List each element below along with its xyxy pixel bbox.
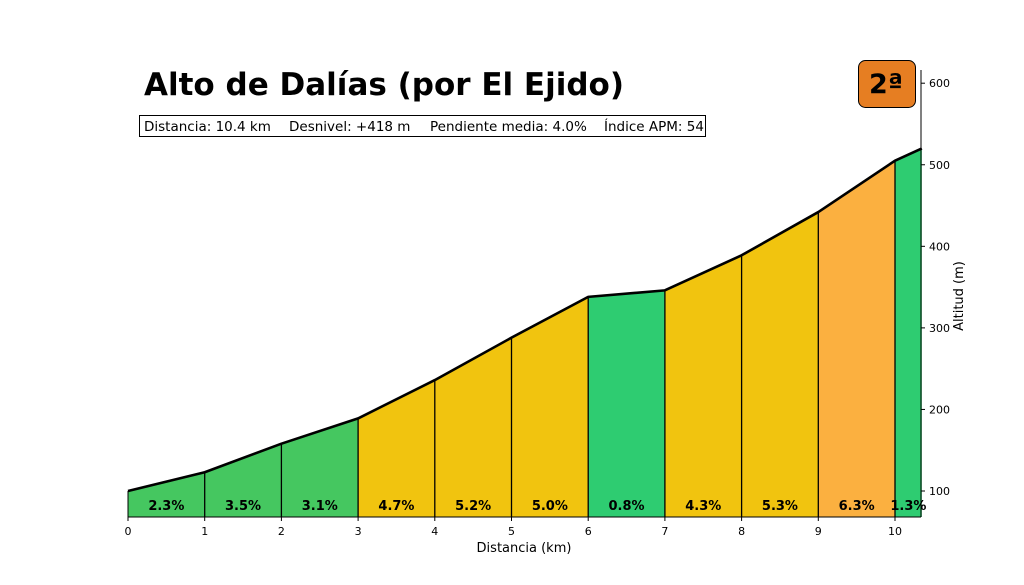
category-badge: 2ª	[858, 60, 916, 108]
segment-fill	[664, 255, 742, 517]
segment-percent-label: 2.3%	[148, 499, 184, 514]
segment-fill	[511, 296, 589, 517]
x-axis-label: Distancia (km)	[477, 541, 572, 556]
stat-indice: Índice APM: 54	[604, 118, 704, 135]
x-tick-label: 8	[738, 525, 745, 538]
segment-fill	[281, 418, 359, 517]
x-tick-label: 9	[815, 525, 822, 538]
y-tick-label: 300	[929, 322, 950, 335]
segment-percent-label: 5.0%	[532, 499, 568, 514]
chart-title: Alto de Dalías (por El Ejido)	[144, 67, 624, 103]
segment-fill	[434, 337, 512, 517]
y-ticks: 100 200 300 400 500 600	[921, 77, 950, 498]
segment-fill	[358, 380, 435, 517]
x-tick-label: 2	[278, 525, 285, 538]
x-ticks: 0 1 2 3 4 5 6 7 8 9 10	[125, 517, 902, 538]
segment-fill	[128, 472, 205, 517]
segment-percent-label: 3.5%	[225, 499, 261, 514]
y-tick-label: 100	[929, 485, 950, 498]
segment-percent-labels: 2.3% 3.5% 3.1% 4.7% 5.2% 5.0% 0.8% 4.3% 5.3% 6.3%…	[148, 499, 926, 514]
y-tick-label: 600	[929, 77, 950, 90]
segment-percent-label: 6.3%	[839, 499, 875, 514]
segment-percent-label: 5.2%	[455, 499, 491, 514]
y-tick-label: 500	[929, 159, 950, 172]
segment-percent-label: 4.7%	[378, 499, 414, 514]
segment-fills	[127, 148, 922, 517]
profile-line-group	[127, 147, 923, 493]
x-tick-label: 4	[431, 525, 438, 538]
segment-percent-label: 1.3%	[890, 499, 926, 514]
segment-fill	[818, 160, 895, 517]
stat-desnivel: Desnivel: +418 m	[289, 119, 410, 135]
profile-line	[127, 147, 923, 493]
x-tick-label: 5	[508, 525, 515, 538]
x-tick-label: 0	[125, 525, 132, 538]
stats-box: Distancia: 10.4 km Desnivel: +418 m Pend…	[139, 115, 706, 137]
stat-distancia: Distancia: 10.4 km	[144, 119, 271, 135]
segment-fill	[895, 148, 922, 517]
category-label: 2ª	[869, 69, 903, 100]
segment-percent-label: 4.3%	[685, 499, 721, 514]
stat-pendiente: Pendiente media: 4.0%	[430, 119, 587, 135]
segment-percent-label: 3.1%	[302, 499, 338, 514]
x-tick-label: 3	[355, 525, 362, 538]
y-axis-label: Altitud (m)	[952, 261, 967, 331]
y-tick-label: 200	[929, 403, 950, 416]
segment-fill	[588, 290, 665, 517]
segment-fill	[741, 212, 819, 517]
x-tick-label: 6	[585, 525, 592, 538]
segment-fill	[204, 443, 282, 517]
x-tick-label: 1	[201, 525, 208, 538]
segment-percent-label: 5.3%	[762, 499, 798, 514]
segment-percent-label: 0.8%	[609, 499, 645, 514]
y-tick-label: 400	[929, 240, 950, 253]
x-tick-label: 10	[888, 525, 902, 538]
x-tick-label: 7	[661, 525, 668, 538]
